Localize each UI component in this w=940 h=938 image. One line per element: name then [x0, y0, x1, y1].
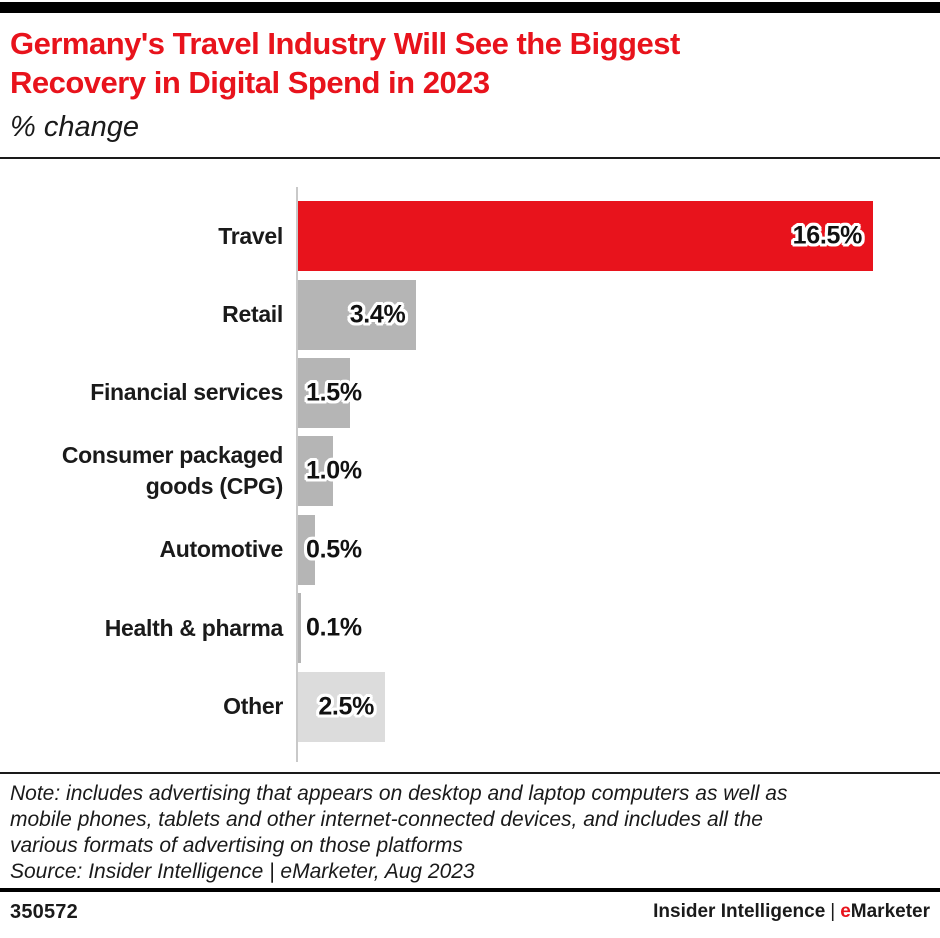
category-label: Health & pharma — [104, 614, 284, 641]
category-label: Retail — [222, 301, 283, 328]
category-label: Other — [223, 693, 283, 720]
bar-row: Financial services 1.5% — [0, 354, 940, 432]
bar — [298, 357, 351, 428]
value-label: 16.5% — [792, 221, 863, 250]
bar-area: 1.5% — [298, 357, 940, 428]
note-block: Note: includes advertising that appears … — [0, 774, 940, 885]
bar — [298, 514, 316, 585]
value-label: 0.1% — [306, 613, 362, 642]
bar-row: Health & pharma 0.1% — [0, 589, 940, 667]
footer: 350572 Insider Intelligence | eMarketer — [0, 892, 940, 924]
bar-row: Consumer packaged goods (CPG) 1.0% — [0, 432, 940, 510]
bar: 3.4% — [298, 279, 417, 350]
bar-row: Other 2.5% — [0, 667, 940, 745]
chart-id: 350572 — [10, 900, 78, 923]
brand-separator: | — [830, 901, 836, 923]
value-label: 1.0% — [306, 456, 362, 485]
bar-area: 0.1% — [298, 593, 940, 664]
bar — [298, 593, 302, 664]
category-label: Automotive — [159, 536, 283, 563]
note-text: Note: includes advertising that appears … — [10, 781, 788, 857]
chart-title: Germany's Travel Industry Will See the B… — [10, 26, 680, 100]
value-label: 2.5% — [318, 692, 375, 721]
value-label: 1.5% — [306, 378, 362, 407]
brand-emarketer-e: e — [840, 901, 851, 923]
category-label: Travel — [218, 222, 283, 249]
footer-divider — [0, 887, 940, 892]
bar — [298, 436, 333, 507]
bar-row: Travel 16.5% — [0, 197, 940, 275]
bar-area: 1.0% — [298, 436, 940, 507]
brand-logo: Insider Intelligence | eMarketer — [653, 901, 930, 923]
bar-row: Retail 3.4% — [0, 275, 940, 353]
bar-chart: Travel 16.5% Retail 3.4% Financial servi… — [0, 187, 940, 762]
y-axis-line — [296, 187, 298, 762]
brand-emarketer-rest: Marketer — [850, 901, 930, 923]
value-label: 3.4% — [349, 300, 406, 329]
top-accent-bar — [0, 2, 940, 13]
bar-row: Automotive 0.5% — [0, 511, 940, 589]
category-label: Consumer packaged goods (CPG) — [61, 442, 283, 500]
bar-area: 2.5% — [298, 671, 940, 742]
bar-area: 16.5% — [298, 201, 940, 272]
header: Germany's Travel Industry Will See the B… — [0, 13, 940, 145]
value-label: 0.5% — [306, 535, 362, 564]
source-text: Source: Insider Intelligence | eMarketer… — [10, 859, 475, 883]
chart-subtitle: % change — [10, 111, 139, 143]
bar-area: 0.5% — [298, 514, 940, 585]
bar: 2.5% — [298, 671, 386, 742]
bar-area: 3.4% — [298, 279, 940, 350]
note-divider — [0, 771, 940, 774]
bar: 16.5% — [298, 201, 873, 272]
brand-insider-intelligence: Insider Intelligence — [653, 901, 826, 923]
category-label: Financial services — [90, 379, 283, 406]
header-divider — [0, 157, 940, 159]
